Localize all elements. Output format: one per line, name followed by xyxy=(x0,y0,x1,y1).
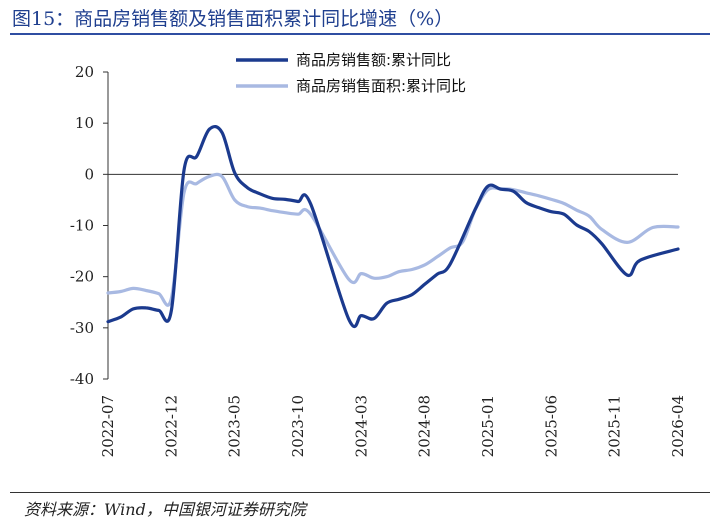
y-tick-label: -40 xyxy=(70,370,94,388)
x-tick-label: 2024-08 xyxy=(416,395,434,457)
y-tick-label: -30 xyxy=(70,319,94,337)
figure-title: 图15：商品房销售额及销售面积累计同比增速（%） xyxy=(12,8,454,30)
series-line-sales-amount xyxy=(106,124,680,328)
legend-label-sales-area: 商品房销售面积:累计同比 xyxy=(296,77,466,95)
source-note: 资料来源：Wind，中国银河证券研究院 xyxy=(24,500,306,519)
y-tick-label: 20 xyxy=(75,63,94,81)
x-tick-label: 2025-01 xyxy=(479,395,497,457)
x-tick-label: 2024-03 xyxy=(352,395,370,457)
x-tick-label: 2025-06 xyxy=(542,395,560,457)
y-tick-label: -10 xyxy=(70,217,94,235)
title-rule xyxy=(10,33,710,35)
x-tick-label: 2025-11 xyxy=(606,395,624,457)
x-tick-label: 2023-10 xyxy=(289,395,307,457)
source-rule xyxy=(10,492,710,493)
x-tick-label: 2023-05 xyxy=(226,395,244,457)
y-tick-label: 10 xyxy=(75,114,94,132)
legend-label-sales-amount: 商品房销售额:累计同比 xyxy=(296,51,451,69)
x-tick-label: 2022-07 xyxy=(99,395,117,457)
x-tick-label: 2022-12 xyxy=(162,395,180,457)
y-tick-label: 0 xyxy=(84,165,94,183)
x-tick-label: 2026-04 xyxy=(669,395,687,457)
y-tick-label: -20 xyxy=(70,268,94,286)
series-line-sales-area xyxy=(106,172,680,307)
line-chart: 20 10 0 -10 -20 -30 -40 2022-07 2022-12 2023-05 20… xyxy=(70,51,687,457)
